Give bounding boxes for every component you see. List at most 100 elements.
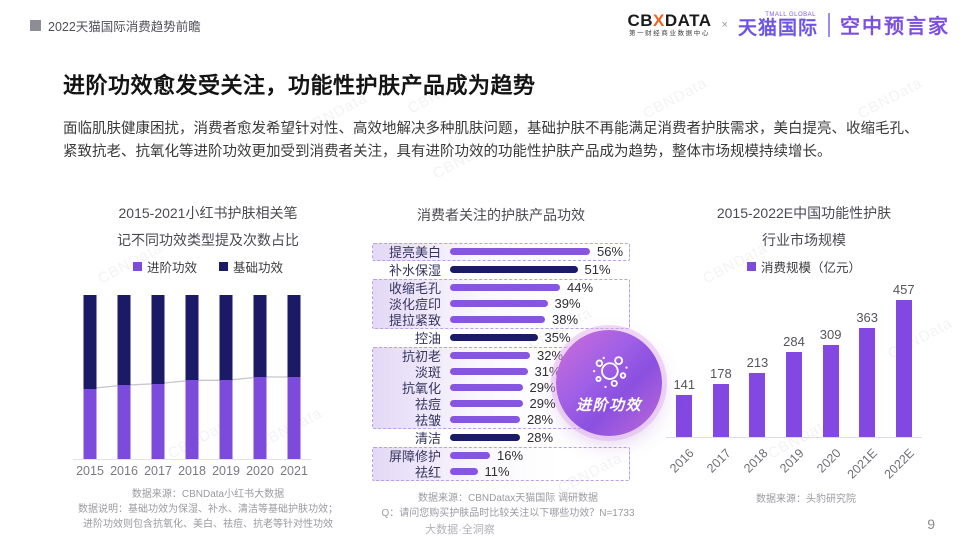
- bar-group: 补水保湿 51%: [372, 261, 630, 279]
- bar-value: 38%: [552, 312, 579, 328]
- bar-group: 控油 35%: [372, 329, 630, 347]
- left-chart-title-line2: 记不同功效类型提及次数占比: [117, 231, 299, 248]
- bar-label: 控油: [414, 331, 441, 347]
- bar-value: 44%: [567, 280, 594, 296]
- tmall-global-name: 天猫国际: [737, 17, 818, 39]
- bar-plot: 141 2016 178 2017 213 2018 284 2019 309 2020 363 20…: [666, 279, 922, 482]
- page-number: 9: [927, 516, 935, 532]
- axis-tick-label: 2016: [667, 446, 698, 476]
- axis-tick-label: 2019: [212, 464, 240, 479]
- bar-value: 141: [673, 376, 696, 392]
- stacked-bar-column: [73, 295, 107, 460]
- bar-label: 淡化痘印: [388, 297, 441, 313]
- bar-value: 213: [746, 355, 769, 371]
- right-chart-title: 2015-2022E中国功能性护肤 行业市场规模: [658, 200, 950, 253]
- stacked-bar-column: [141, 295, 175, 460]
- bar: [676, 394, 693, 438]
- advanced-effect-badge: 进阶功效: [556, 330, 662, 436]
- advanced-segment: [219, 380, 233, 460]
- bar-row: 抗初老 32%: [377, 348, 625, 364]
- bar-label: 屏障修护: [388, 449, 441, 465]
- bar-label: 补水保湿: [388, 263, 441, 279]
- bar: [749, 373, 766, 438]
- stacked-bar: [287, 295, 301, 460]
- right-chart: 2015-2022E中国功能性护肤 行业市场规模 消费规模（亿元） 141 201…: [658, 200, 950, 482]
- intro-paragraph: 面临肌肤健康困扰，消费者愈发希望针对性、高效地解决多种肌肤问题，基础护肤不再能满…: [63, 121, 919, 161]
- right-chart-title-line2: 行业市场规模: [762, 231, 846, 248]
- bar-row: 祛红 11%: [377, 464, 625, 480]
- source-line: 进阶功效则包含抗氧化、美白、祛痘、抗老等针对性功效: [83, 519, 333, 530]
- middle-chart-title: 消费者关注的护肤产品功效: [417, 207, 585, 223]
- bar-label: 抗初老: [401, 349, 441, 365]
- bar-label: 收缩毛孔: [388, 281, 441, 297]
- bar-value: 457: [892, 282, 915, 298]
- cross-separator: ×: [721, 18, 728, 31]
- bar-value: 16%: [497, 448, 524, 464]
- left-chart: 2015-2021小红书护肤相关笔 记不同功效类型提及次数占比 进阶功效 基础功…: [56, 200, 360, 478]
- left-chart-source: 数据来源：CBNData小红书大数据 数据说明：基础功效为保湿、补水、清洁等基础…: [43, 487, 373, 532]
- bar-group: 清洁 28%: [372, 429, 630, 447]
- bar-row: 淡化痘印 39%: [377, 296, 625, 312]
- tmall-global-logo: TMALL GLOBAL 天猫国际: [738, 12, 818, 38]
- bar-row: 提亮美白 56%: [377, 244, 625, 260]
- axis-tick-label: 2021: [280, 464, 308, 479]
- bar-value: 56%: [597, 244, 624, 260]
- middle-chart: 消费者关注的护肤产品功效 提亮美白 56% 补水保湿 51% 收缩毛孔 44% 淡化痘印 39…: [372, 202, 630, 481]
- source-line: Q：请问您购买护肤品时比较关注以下哪些功效？N=1733: [381, 508, 635, 519]
- bar-label: 祛皱: [414, 413, 441, 429]
- legend-swatch-purple-icon: [746, 262, 756, 272]
- cbndata-wordmark: CBXDATA: [627, 12, 711, 29]
- basic-segment: [83, 295, 97, 389]
- legend-swatch-purple-icon: [132, 262, 142, 272]
- basic-segment: [287, 295, 301, 378]
- legend-scale: 消费规模（亿元）: [746, 257, 861, 276]
- stacked-bar-column: [209, 295, 243, 460]
- left-chart-title: 2015-2021小红书护肤相关笔 记不同功效类型提及次数占比: [56, 200, 360, 253]
- bar: [450, 368, 528, 376]
- cbn-x-mark: X: [653, 10, 665, 30]
- left-chart-legend: 进阶功效 基础功效: [56, 257, 360, 276]
- bar-row: 祛皱 28%: [377, 412, 625, 428]
- bar-value: 28%: [527, 412, 554, 428]
- square-bullet-icon: [30, 20, 41, 31]
- advanced-segment: [83, 388, 97, 460]
- bar-value: 31%: [534, 364, 561, 380]
- bar: [450, 352, 530, 360]
- bar: [450, 384, 523, 392]
- bar: [450, 434, 520, 442]
- bar-row: 提拉紧致 38%: [377, 312, 625, 328]
- bar-label: 淡斑: [414, 365, 441, 381]
- bar: [450, 300, 548, 308]
- bar-column: 178 2017: [703, 366, 740, 476]
- air-prophet-logo: 空中预言家: [840, 16, 950, 38]
- bar: [450, 416, 520, 424]
- basic-segment: [219, 295, 233, 381]
- middle-chart-source: 数据来源：CBNDatax天猫国际 调研数据 Q：请问您购买护肤品时比较关注以下…: [358, 491, 658, 521]
- bar: [822, 344, 839, 438]
- axis-tick-label: 2018: [740, 446, 771, 476]
- advanced-segment: [117, 385, 131, 460]
- axis-tick-label: 2015: [76, 464, 104, 479]
- page-title: 进阶功效愈发受关注，功能性护肤产品成为趋势: [63, 73, 536, 98]
- source-line: 数据来源：头豹研究院: [756, 494, 856, 505]
- cbndata-logo: CBXDATA 第一财经商业数据中心: [627, 12, 711, 38]
- cbn-part1: CB: [627, 10, 653, 30]
- legend-advanced: 进阶功效: [132, 257, 197, 276]
- legend-advanced-label: 进阶功效: [146, 261, 197, 276]
- bar-label: 提拉紧致: [388, 313, 441, 329]
- left-chart-title-line1: 2015-2021小红书护肤相关笔: [118, 205, 298, 221]
- bar-row: 清洁 28%: [377, 430, 625, 446]
- molecule-icon: [592, 356, 628, 389]
- axis-tick-label: 2017: [704, 446, 734, 476]
- bar-column: 363 2021E: [845, 310, 886, 481]
- stacked-bar: [117, 295, 131, 460]
- bar-value: 309: [819, 326, 842, 342]
- left-chart-x-axis: 2015 2016 2017 2018 2019 2020 2021: [73, 464, 311, 478]
- source-line: 数据说明：基础功效为保湿、补水、清洁等基础护肤功效；: [78, 504, 338, 515]
- bar-column: 284 2019: [776, 334, 813, 476]
- bar-value: 284: [783, 334, 805, 349]
- stacked-bar-column: [243, 295, 277, 460]
- bar: [859, 328, 876, 438]
- stacked-bar-column: [277, 295, 311, 460]
